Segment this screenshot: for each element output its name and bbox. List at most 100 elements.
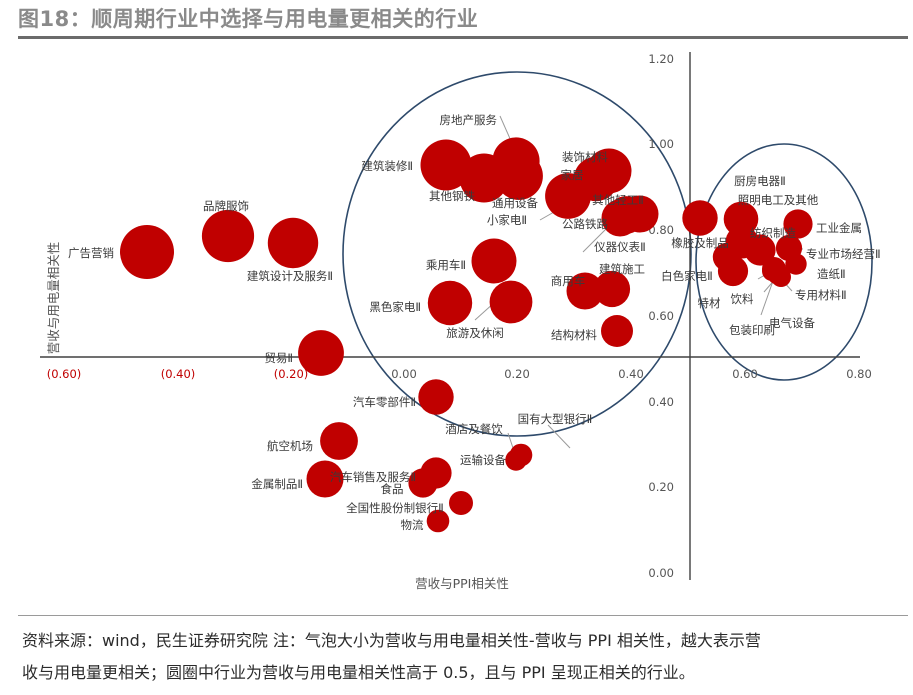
bubble: [573, 156, 619, 202]
x-tick-label: (0.20): [274, 367, 309, 381]
x-tick-label: 0.20: [504, 367, 530, 381]
bubble-label: 品牌服饰: [203, 199, 249, 213]
bubble-label: 建筑装修Ⅱ: [361, 159, 413, 173]
bubble-label: 商用车: [551, 274, 586, 288]
bubble-label: 国有大型银行Ⅱ: [518, 412, 593, 426]
bubble-label: 其他钢铁: [429, 189, 475, 203]
bubble: [201, 209, 255, 263]
y-tick-label: 0.20: [648, 480, 674, 494]
source-note-line-2: 收与用电量更相关；圆圈中行业为营收与用电量相关性高于 0.5，且与 PPI 呈现…: [22, 663, 695, 682]
highlight-circles: [342, 71, 873, 437]
bubble: [471, 238, 517, 284]
bubble-label: 全国性股份制银行Ⅱ: [346, 501, 444, 515]
bubble: [712, 242, 742, 272]
y-tick-label: 0.80: [648, 223, 674, 237]
axes: [40, 52, 860, 580]
y-axis-title: 营收与用电量相关性: [46, 242, 61, 355]
footer-divider: [18, 615, 908, 616]
bubble-label: 造纸Ⅱ: [817, 267, 846, 281]
bubble-label: 建筑设计及服务Ⅱ: [247, 269, 333, 283]
figure-title: 图18：顺周期行业中选择与用电量更相关的行业: [18, 7, 479, 31]
bubble-label: 结构材料: [551, 328, 597, 342]
bubble: [120, 225, 174, 279]
x-axis-title: 营收与PPI相关性: [415, 576, 509, 591]
bubble-chart: (0.60) (0.40) (0.20) 0.00 0.20 0.40 0.60 0.80 0.…: [40, 52, 881, 591]
bubble: [489, 280, 533, 324]
bubble-label: 厨房电器Ⅱ: [734, 174, 786, 188]
bubble: [785, 253, 807, 275]
bubble-label: 食品: [381, 482, 404, 496]
leader-line: [547, 424, 571, 449]
y-tick-label: 1.20: [648, 52, 674, 66]
bubble-label: 小家电Ⅱ: [487, 213, 527, 227]
bubble-label: 纺织制造: [750, 226, 796, 240]
bubble: [267, 217, 319, 269]
bubble-label: 航空机场: [267, 439, 313, 453]
bubble: [418, 379, 454, 415]
x-tick-label: (0.40): [161, 367, 196, 381]
bubble-label: 公路铁路: [562, 217, 608, 231]
y-tick-label: 0.00: [648, 566, 674, 580]
tick-labels: (0.60) (0.40) (0.20) 0.00 0.20 0.40 0.60 0.80 0.…: [47, 52, 872, 580]
bubble-label: 贸易Ⅱ: [264, 351, 293, 365]
bubble-label: 白色家电Ⅱ: [661, 269, 713, 283]
bubble-label: 汽车零部件Ⅱ: [353, 395, 416, 409]
highlight-circle-1: [342, 71, 692, 437]
bubble-label: 仪器仪表Ⅱ: [594, 240, 646, 254]
bubble-label: 其他轻工Ⅱ: [592, 193, 644, 207]
bubble-label: 包装印刷: [729, 323, 775, 337]
bubble: [566, 272, 604, 310]
bubble-label: 运输设备: [460, 453, 506, 467]
y-tick-label: 1.00: [648, 137, 674, 151]
leader-line: [760, 280, 774, 316]
x-tick-label: (0.60): [47, 367, 82, 381]
bubble: [744, 234, 776, 266]
bubbles: [120, 137, 813, 533]
bubble-label: 电气设备: [769, 316, 815, 330]
bubble-label: 专用材料Ⅱ: [795, 288, 847, 302]
bubble-label: 照明电工及其他: [738, 193, 819, 207]
bubble-label: 工业金属: [816, 221, 862, 235]
bubble-label: 黑色家电Ⅱ: [369, 300, 421, 314]
bubble: [420, 139, 472, 191]
bubble: [762, 261, 782, 281]
bubble-label: 旅游及休闲: [446, 326, 504, 340]
bubble: [621, 195, 659, 233]
bubble-label: 酒店及餐饮: [445, 422, 503, 436]
bubble-label: 特材: [698, 296, 721, 310]
bubble: [298, 330, 344, 376]
source-note-line-1: 资料来源：wind，民生证券研究院 注：气泡大小为营收与用电量相关性-营收与 P…: [22, 631, 761, 650]
x-tick-label: 0.60: [732, 367, 758, 381]
bubble: [408, 468, 438, 498]
bubble-label: 乘用车Ⅱ: [426, 258, 466, 272]
bubble: [306, 460, 344, 498]
x-tick-label: 0.80: [846, 367, 872, 381]
bubble: [320, 422, 358, 460]
bubble-label: 房地产服务: [440, 113, 498, 127]
x-tick-label: 0.00: [391, 367, 417, 381]
x-tick-label: 0.40: [618, 367, 644, 381]
y-tick-label: 0.60: [648, 309, 674, 323]
bubble: [508, 448, 528, 468]
bubble-label: 汽车销售及服务Ⅱ: [330, 470, 416, 484]
bubble-label: 装饰材料: [562, 150, 608, 164]
bubble: [426, 509, 450, 533]
bubble-label: 建筑施工: [599, 262, 645, 276]
bubble: [427, 280, 473, 326]
bubble-label: 专业市场经营Ⅱ: [806, 247, 881, 261]
bubble: [495, 152, 543, 200]
bubble-label: 物流: [401, 518, 424, 532]
title-bar: 图18：顺周期行业中选择与用电量更相关的行业: [18, 2, 908, 39]
bubble-label: 通用设备: [492, 196, 538, 210]
bubble-label: 广告营销: [68, 246, 114, 260]
bubble: [601, 315, 633, 347]
bubble: [783, 209, 813, 239]
bubble-label: 橡胶及制品: [671, 236, 729, 250]
highlight-circle-2: [695, 143, 873, 381]
bubble-label: 家居: [561, 168, 584, 182]
bubble: [682, 200, 718, 236]
bubble-label: 金属制品Ⅱ: [251, 477, 303, 491]
bubble: [449, 491, 473, 515]
bubble-label: 饮料: [731, 292, 754, 306]
